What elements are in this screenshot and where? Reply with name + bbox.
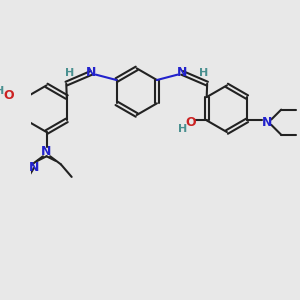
Text: O: O — [185, 116, 196, 129]
Text: N: N — [29, 161, 39, 174]
Text: N: N — [41, 145, 52, 158]
Text: O: O — [3, 89, 14, 102]
Text: H: H — [65, 68, 74, 78]
Text: N: N — [86, 66, 97, 79]
Text: N: N — [262, 116, 272, 129]
Text: N: N — [177, 66, 187, 79]
Text: H: H — [178, 124, 187, 134]
Text: H: H — [199, 68, 208, 78]
Text: H: H — [0, 86, 4, 96]
